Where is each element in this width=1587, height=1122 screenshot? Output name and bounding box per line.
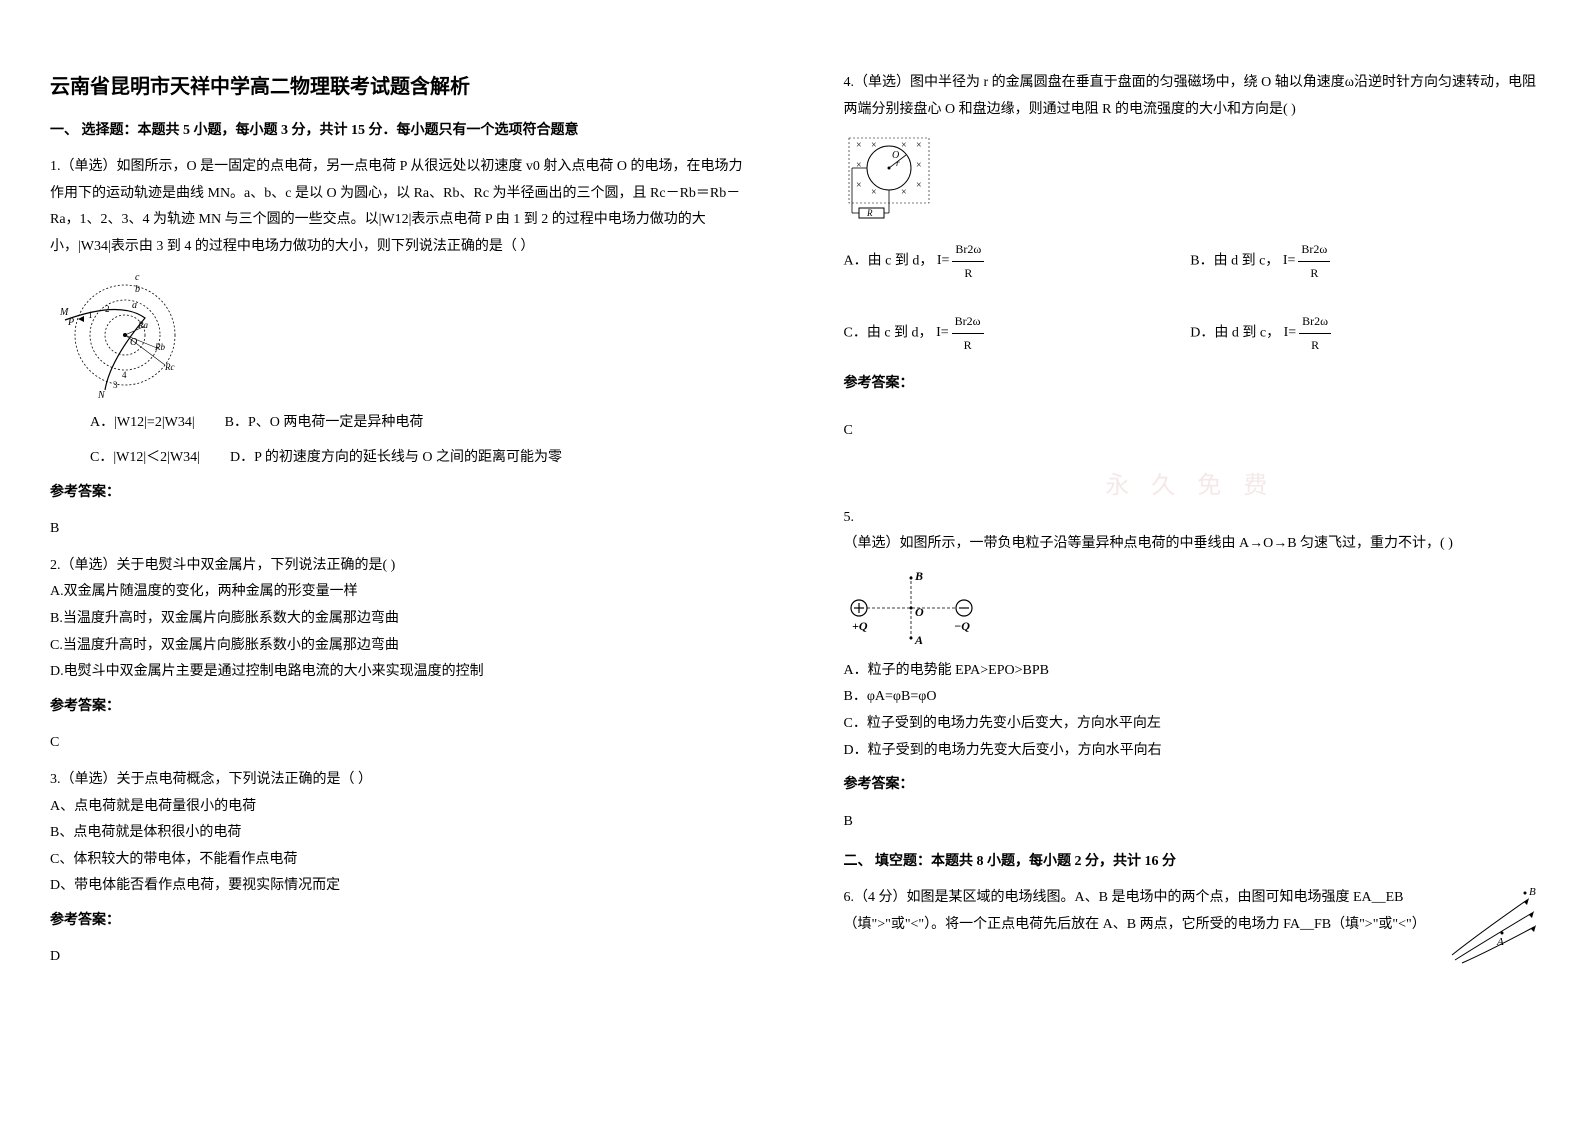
q2-answer: C	[50, 730, 744, 757]
q1-optB: B．P、O 两电荷一定是异种电荷	[225, 410, 424, 437]
question-3: 3.（单选）关于点电荷概念，下列说法正确的是（ ） A、点电荷就是电荷量很小的电…	[50, 767, 744, 971]
q1-options2: C．|W12|＜2|W34| D．P 的初速度方向的延长线与 O 之间的距离可能…	[90, 445, 744, 472]
q4-optA: A．由 c 到 d， I=Br2ωR	[844, 238, 1191, 285]
q2-optA: A.双金属片随温度的变化，两种金属的形变量一样	[50, 579, 744, 606]
q4-answer-label: 参考答案：	[844, 371, 1538, 398]
q1-optA: A．|W12|=2|W34|	[90, 410, 195, 437]
q5-optD: D．粒子受到的电场力先变大后变小，方向水平向右	[844, 738, 1538, 765]
svg-text:a: a	[132, 300, 137, 311]
q3-answer-label: 参考答案：	[50, 908, 744, 935]
q6-figure: A B	[1447, 885, 1537, 976]
svg-text:A: A	[914, 633, 923, 647]
q3-text: 3.（单选）关于点电荷概念，下列说法正确的是（ ）	[50, 767, 744, 794]
formula-D: I=Br2ωR	[1284, 310, 1334, 357]
q2-optB: B.当温度升高时，双金属片向膨胀系数大的金属那边弯曲	[50, 606, 744, 633]
q5-optA: A．粒子的电势能 EPA>EPO>BPB	[844, 658, 1538, 685]
svg-text:1: 1	[88, 310, 93, 320]
q4-answer: C	[844, 418, 1538, 445]
svg-text:×: ×	[871, 187, 877, 198]
q5-figure: +Q −Q B O A	[844, 568, 1538, 648]
q1-answer-label: 参考答案：	[50, 480, 744, 507]
q4-figure: O r × × × × × × × × × × R	[844, 133, 1538, 223]
q3-optD: D、带电体能否看作点电荷，要视实际情况而定	[50, 873, 744, 900]
q1-optC: C．|W12|＜2|W34|	[90, 445, 200, 472]
svg-text:A: A	[1496, 936, 1504, 948]
svg-text:Rc: Rc	[164, 362, 175, 372]
q1-options: A．|W12|=2|W34| B．P、O 两电荷一定是异种电荷	[90, 410, 744, 437]
svg-text:×: ×	[856, 160, 862, 171]
svg-text:4: 4	[122, 370, 127, 380]
q1-text: 1.（单选）如图所示，O 是一固定的点电荷，另一点电荷 P 从很远处以初速度 v…	[50, 154, 744, 260]
q2-text: 2.（单选）关于电熨斗中双金属片，下列说法正确的是( )	[50, 553, 744, 580]
svg-text:B: B	[914, 569, 923, 583]
q5-optB: B．φA=φB=φO	[844, 684, 1538, 711]
q5-num: 5.	[844, 505, 1538, 532]
svg-text:r: r	[896, 158, 900, 168]
svg-text:B: B	[1529, 886, 1536, 898]
svg-text:×: ×	[916, 180, 922, 191]
svg-text:3: 3	[113, 380, 118, 390]
svg-text:R: R	[866, 208, 873, 218]
svg-text:×: ×	[856, 140, 862, 151]
q3-options: A、点电荷就是电荷量很小的电荷 B、点电荷就是体积很小的电荷 C、体积较大的带电…	[50, 794, 744, 900]
watermark: 永 久 免 费	[844, 465, 1538, 500]
svg-text:×: ×	[856, 180, 862, 191]
svg-text:b: b	[135, 284, 140, 295]
q2-answer-label: 参考答案：	[50, 694, 744, 721]
svg-text:−Q: −Q	[954, 619, 970, 633]
q2-options: A.双金属片随温度的变化，两种金属的形变量一样 B.当温度升高时，双金属片向膨胀…	[50, 579, 744, 685]
question-1: 1.（单选）如图所示，O 是一固定的点电荷，另一点电荷 P 从很远处以初速度 v…	[50, 154, 744, 543]
q2-optC: C.当温度升高时，双金属片向膨胀系数小的金属那边弯曲	[50, 633, 744, 660]
svg-text:2: 2	[105, 304, 110, 314]
q1-figure: O M N P c b a 1 2 3 4 Ra Rb Rc	[50, 270, 744, 400]
q3-optB: B、点电荷就是体积很小的电荷	[50, 820, 744, 847]
svg-text:×: ×	[901, 140, 907, 151]
q4-optB: B．由 d 到 c， I=Br2ωR	[1190, 238, 1537, 285]
q1-optD: D．P 的初速度方向的延长线与 O 之间的距离可能为零	[230, 445, 562, 472]
q5-answer: B	[844, 809, 1538, 836]
q3-optA: A、点电荷就是电荷量很小的电荷	[50, 794, 744, 821]
svg-text:Rb: Rb	[154, 342, 165, 352]
question-6: A B 6.（4 分）如图是某区域的电场线图。A、B 是电场中的两个点，由图可知…	[844, 885, 1538, 938]
section2-header: 二、 填空题：本题共 8 小题，每小题 2 分，共计 16 分	[844, 850, 1538, 870]
q3-answer: D	[50, 944, 744, 971]
svg-text:×: ×	[871, 140, 877, 151]
formula-B: I=Br2ωR	[1283, 238, 1333, 285]
svg-text:×: ×	[916, 160, 922, 171]
formula-A: I=Br2ωR	[937, 238, 987, 285]
section1-header: 一、 选择题：本题共 5 小题，每小题 3 分，共计 15 分．每小题只有一个选…	[50, 119, 744, 139]
q1-answer: B	[50, 516, 744, 543]
q2-optD: D.电熨斗中双金属片主要是通过控制电路电流的大小来实现温度的控制	[50, 659, 744, 686]
formula-C: I=Br2ωR	[936, 310, 986, 357]
q5-text: （单选）如图所示，一带负电粒子沿等量异种点电荷的中垂线由 A→O→B 匀速飞过，…	[844, 531, 1538, 558]
q5-optC: C．粒子受到的电场力先变小后变大，方向水平向左	[844, 711, 1538, 738]
svg-text:+Q: +Q	[852, 619, 868, 633]
q6-text: 6.（4 分）如图是某区域的电场线图。A、B 是电场中的两个点，由图可知电场强度…	[844, 885, 1538, 938]
svg-text:O: O	[915, 605, 924, 619]
svg-text:N: N	[97, 390, 106, 400]
q3-optC: C、体积较大的带电体，不能看作点电荷	[50, 847, 744, 874]
q4-optD: D．由 d 到 c， I=Br2ωR	[1190, 310, 1537, 357]
q4-optC: C．由 c 到 d， I=Br2ωR	[844, 310, 1191, 357]
left-column: 云南省昆明市天祥中学高二物理联考试题含解析 一、 选择题：本题共 5 小题，每小…	[0, 0, 794, 1122]
svg-text:×: ×	[901, 187, 907, 198]
question-2: 2.（单选）关于电熨斗中双金属片，下列说法正确的是( ) A.双金属片随温度的变…	[50, 553, 744, 757]
right-column: 4.（单选）图中半径为 r 的金属圆盘在垂直于盘面的匀强磁场中，绕 O 轴以角速…	[794, 0, 1587, 1122]
exam-title: 云南省昆明市天祥中学高二物理联考试题含解析	[50, 70, 744, 99]
svg-text:×: ×	[916, 140, 922, 151]
q4-text: 4.（单选）图中半径为 r 的金属圆盘在垂直于盘面的匀强磁场中，绕 O 轴以角速…	[844, 70, 1538, 123]
svg-text:c: c	[135, 272, 140, 283]
q4-options: A．由 c 到 d， I=Br2ωR B．由 d 到 c， I=Br2ωR C．…	[844, 238, 1538, 356]
question-5: 5. （单选）如图所示，一带负电粒子沿等量异种点电荷的中垂线由 A→O→B 匀速…	[844, 505, 1538, 836]
svg-text:Ra: Ra	[137, 320, 148, 330]
question-4: 4.（单选）图中半径为 r 的金属圆盘在垂直于盘面的匀强磁场中，绕 O 轴以角速…	[844, 70, 1538, 445]
svg-text:P: P	[67, 317, 74, 328]
q5-options: A．粒子的电势能 EPA>EPO>BPB B．φA=φB=φO C．粒子受到的电…	[844, 658, 1538, 764]
q5-answer-label: 参考答案：	[844, 772, 1538, 799]
